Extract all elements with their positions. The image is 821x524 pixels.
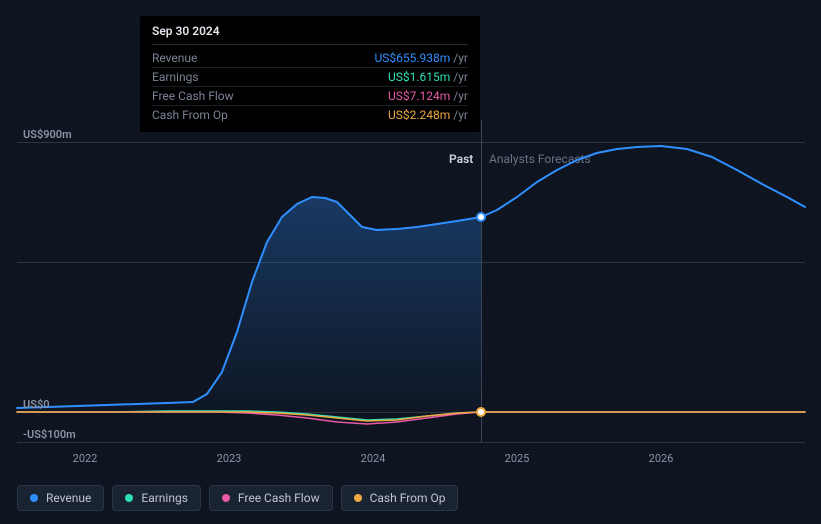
legend-item-revenue[interactable]: Revenue [17,485,104,511]
x-axis-tick: 2024 [361,452,386,465]
chart-svg [17,142,805,442]
tooltip-row: Revenue US$655.938m/yr [152,49,468,68]
chart-tooltip: Sep 30 2024 RevenueUS$655.938m/yrEarning… [140,16,480,132]
gridline-min [17,442,805,443]
legend-item-earnings[interactable]: Earnings [112,485,201,511]
legend-dot-icon [30,494,38,502]
tooltip-row-value: US$1.615m [388,70,450,84]
x-axis-tick: 2026 [649,452,674,465]
tooltip-row-value-wrap: US$7.124m/yr [388,89,468,103]
tooltip-row-unit: /yr [453,51,468,65]
tooltip-row: Earnings US$1.615m/yr [152,68,468,87]
tooltip-row-value-wrap: US$1.615m/yr [388,70,468,84]
tooltip-row-value-wrap: US$2.248m/yr [388,108,468,122]
legend-item-cash-from-op[interactable]: Cash From Op [341,485,459,511]
tooltip-row-value: US$655.938m [374,51,450,65]
legend-label: Cash From Op [370,491,446,505]
legend-dot-icon [125,494,133,502]
x-axis-tick: 2023 [217,452,242,465]
tooltip-row: Free Cash Flow US$7.124m/yr [152,87,468,106]
y-axis-max-label: US$900m [23,128,72,141]
tooltip-row-unit: /yr [453,108,468,122]
series-marker-revenue [476,212,486,222]
tooltip-row-label: Revenue [152,51,197,65]
tooltip-row-unit: /yr [453,70,468,84]
legend-label: Revenue [46,491,91,505]
chart-plot-area: Past Analysts Forecasts [17,142,805,442]
legend-item-free-cash-flow[interactable]: Free Cash Flow [209,485,333,511]
y-axis-min-label: -US$100m [23,428,76,441]
tooltip-row-value: US$2.248m [388,108,450,122]
tooltip-row-label: Cash From Op [152,108,228,122]
series-marker-cash-from-op [476,407,486,417]
tooltip-row-unit: /yr [453,89,468,103]
tooltip-row-label: Earnings [152,70,199,84]
tooltip-row: Cash From Op US$2.248m/yr [152,106,468,124]
legend-dot-icon [222,494,230,502]
tooltip-row-value: US$7.124m [388,89,450,103]
legend-label: Earnings [141,491,188,505]
tooltip-row-label: Free Cash Flow [152,89,234,103]
tooltip-date: Sep 30 2024 [152,24,468,45]
x-axis-tick: 2025 [505,452,530,465]
y-axis-zero-label: US$0 [23,398,50,411]
legend-dot-icon [354,494,362,502]
series-area-revenue [17,197,481,412]
tooltip-row-value-wrap: US$655.938m/yr [374,51,468,65]
legend-label: Free Cash Flow [238,491,320,505]
chart-legend: Revenue Earnings Free Cash Flow Cash From O… [17,485,458,511]
x-axis-tick: 2022 [73,452,98,465]
